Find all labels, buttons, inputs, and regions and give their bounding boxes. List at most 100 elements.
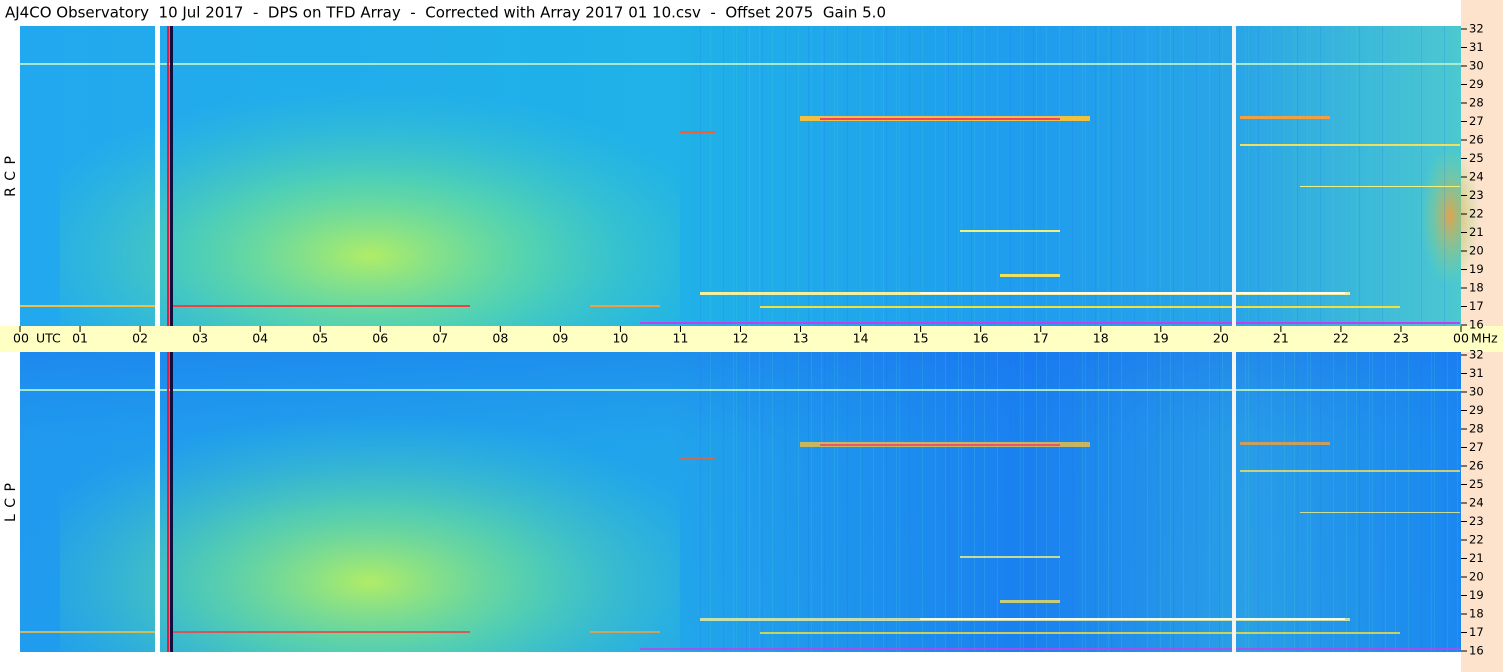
spectrogram-texture bbox=[1434, 26, 1435, 326]
spectrogram-texture bbox=[997, 352, 998, 652]
time-tick-label: 01 bbox=[72, 331, 88, 346]
spectrogram-streak bbox=[920, 618, 1345, 620]
spectrogram-texture bbox=[896, 352, 897, 652]
freq-tick-label: 32 bbox=[1469, 22, 1484, 36]
spectrogram-texture bbox=[1356, 26, 1357, 326]
spectrogram-texture bbox=[1359, 352, 1360, 652]
spectrogram-texture bbox=[873, 26, 874, 326]
spectrogram-texture bbox=[958, 352, 959, 652]
spectrogram-texture bbox=[1421, 352, 1422, 652]
time-tick-label: 08 bbox=[492, 331, 508, 346]
spectrogram-streak bbox=[1240, 144, 1460, 146]
spectrogram-texture bbox=[958, 26, 959, 326]
freq-tick-label: 31 bbox=[1469, 366, 1484, 380]
spectrogram-texture bbox=[1183, 26, 1184, 326]
spectrogram-texture bbox=[798, 352, 799, 652]
freq-tick-label: 29 bbox=[1469, 403, 1484, 417]
spectrogram-texture bbox=[1431, 26, 1432, 326]
spectrogram-texture bbox=[1170, 352, 1171, 652]
spectrogram-texture bbox=[1082, 26, 1083, 326]
spectrogram-texture bbox=[1294, 352, 1295, 652]
spectrogram-texture bbox=[961, 352, 962, 652]
spectrogram-streak bbox=[1000, 600, 1060, 603]
spectrogram-texture bbox=[785, 352, 786, 652]
spectrogram-texture bbox=[1310, 352, 1311, 652]
spectrogram-texture bbox=[723, 26, 724, 326]
spectrogram-texture bbox=[1245, 352, 1246, 652]
band-line bbox=[20, 389, 1461, 391]
gap-stripe bbox=[167, 352, 169, 652]
spectrogram-texture bbox=[1434, 352, 1435, 652]
spectrogram-texture bbox=[1333, 26, 1334, 326]
spectrogram-texture bbox=[945, 352, 946, 652]
spectrogram-texture bbox=[1320, 26, 1321, 326]
spectrogram-texture bbox=[1372, 26, 1373, 326]
freq-tick-label: 23 bbox=[1469, 514, 1484, 528]
spectrogram-texture bbox=[1369, 352, 1370, 652]
spectrogram-texture bbox=[1010, 26, 1011, 326]
gap-stripe bbox=[1232, 26, 1236, 326]
spectrogram-texture bbox=[1085, 26, 1086, 326]
spectrogram-texture bbox=[772, 352, 773, 652]
freq-tick-label: 17 bbox=[1469, 625, 1484, 639]
spectrogram-texture bbox=[948, 352, 949, 652]
freq-tick-label: 23 bbox=[1469, 188, 1484, 202]
gap-stripe bbox=[155, 26, 160, 326]
spectrogram-texture bbox=[1346, 352, 1347, 652]
freq-tick-label: 26 bbox=[1469, 133, 1484, 147]
spectrogram-texture bbox=[873, 352, 874, 652]
spectrogram-texture bbox=[834, 26, 835, 326]
spectrogram-texture bbox=[1157, 352, 1158, 652]
time-tick-label: 14 bbox=[853, 331, 869, 346]
time-tick-label: 05 bbox=[312, 331, 328, 346]
spectrogram-texture bbox=[723, 352, 724, 652]
time-tick-label: 18 bbox=[1093, 331, 1109, 346]
spectrogram-texture bbox=[984, 352, 985, 652]
spectrogram-texture bbox=[922, 26, 923, 326]
spectrogram-texture bbox=[1134, 352, 1135, 652]
spectrogram-texture bbox=[974, 352, 975, 652]
time-tick-label: 02 bbox=[132, 331, 148, 346]
spectrogram-texture bbox=[746, 352, 747, 652]
spectrogram-texture bbox=[1382, 26, 1383, 326]
spectrogram-texture bbox=[1072, 352, 1073, 652]
spectrogram-texture bbox=[883, 352, 884, 652]
spectrogram-texture bbox=[736, 352, 737, 652]
spectrogram-texture bbox=[1108, 26, 1109, 326]
panel-label: L C P bbox=[3, 482, 19, 522]
spectrogram-texture bbox=[808, 26, 809, 326]
spectrogram-texture bbox=[1356, 352, 1357, 652]
spectrogram-texture bbox=[1431, 352, 1432, 652]
spectrogram-texture bbox=[1121, 26, 1122, 326]
spectrogram-texture bbox=[1447, 26, 1448, 326]
spectrogram-texture bbox=[808, 352, 809, 652]
spectrogram-texture bbox=[1196, 352, 1197, 652]
spectrogram-streak bbox=[680, 457, 715, 459]
spectrogram-streak bbox=[640, 648, 1460, 650]
spectrogram-texture bbox=[834, 352, 835, 652]
label-column bbox=[0, 26, 20, 326]
spectrogram-texture bbox=[1395, 26, 1396, 326]
spectrogram-texture bbox=[1447, 352, 1448, 652]
freq-tick-label: 31 bbox=[1469, 40, 1484, 54]
spectrogram-streak bbox=[820, 118, 1060, 120]
spectrogram-streak bbox=[920, 292, 1345, 294]
window-title: AJ4CO Observatory 10 Jul 2017 - DPS on T… bbox=[5, 4, 886, 22]
spectrogram-texture bbox=[984, 26, 985, 326]
freq-tick-label: 22 bbox=[1469, 533, 1484, 547]
spectrogram-texture bbox=[1020, 352, 1021, 652]
spectrogram-texture bbox=[1359, 26, 1360, 326]
spectrogram-streak bbox=[680, 131, 715, 133]
spectrogram-texture bbox=[1147, 352, 1148, 652]
spectrogram-texture bbox=[1457, 352, 1458, 652]
freq-tick-label: 21 bbox=[1469, 551, 1484, 565]
spectrogram-texture bbox=[1036, 352, 1037, 652]
spectrogram-texture bbox=[974, 26, 975, 326]
freq-tick-label: 20 bbox=[1469, 570, 1484, 584]
spectrogram-texture bbox=[860, 26, 861, 326]
spectrogram-texture bbox=[1157, 26, 1158, 326]
spectrogram-texture bbox=[1183, 352, 1184, 652]
spectrogram-streak bbox=[1300, 512, 1460, 513]
spectrogram-texture bbox=[1033, 352, 1034, 652]
spectrogram-texture bbox=[935, 352, 936, 652]
